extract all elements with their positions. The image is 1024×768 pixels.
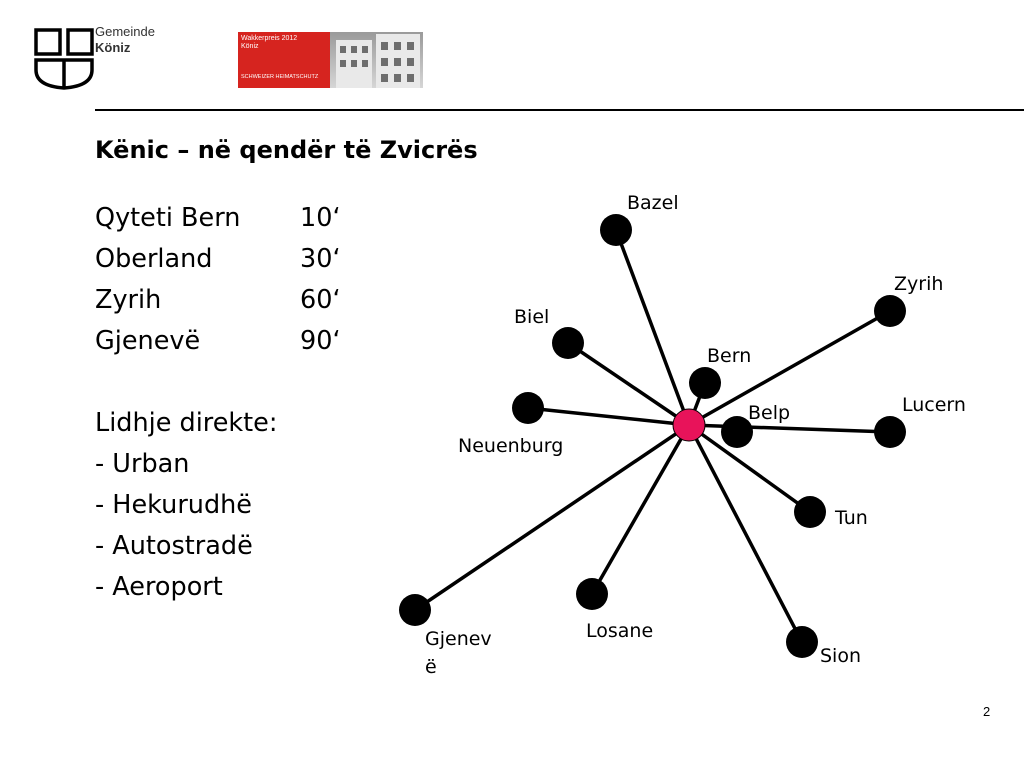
award-building-photo <box>330 32 423 88</box>
connection-item: - Aeroport <box>95 572 223 602</box>
node-bern <box>689 367 721 399</box>
spoke-line <box>590 423 691 596</box>
node-sion <box>786 626 818 658</box>
travel-place: Oberland <box>95 244 213 274</box>
node-gjeneve <box>399 594 431 626</box>
node-label-gjeneve: Gjenev <box>425 628 492 650</box>
node-zyrih <box>874 295 906 327</box>
node-label-belp: Belp <box>748 402 790 424</box>
award-place: Köniz <box>241 43 259 50</box>
award-organization: SCHWEIZER HEIMATSCHUTZ <box>241 74 319 80</box>
travel-minutes: 90‘ <box>300 326 341 356</box>
slide-title: Kënic – në qendër të Zvicrës <box>95 136 478 164</box>
spoke-line <box>526 406 691 427</box>
node-label-lucern: Lucern <box>902 394 966 416</box>
travel-minutes: 60‘ <box>300 285 341 315</box>
logo-wordmark: Gemeinde Köniz <box>95 24 155 56</box>
node-biel <box>552 327 584 359</box>
connection-item: - Urban <box>95 449 190 479</box>
spoke-line <box>687 423 812 514</box>
header-divider <box>95 109 1024 111</box>
travel-minutes: 30‘ <box>300 244 341 274</box>
direct-connections-list: Lidhje direkte: - Urban - Hekurudhë - Au… <box>95 408 277 613</box>
node-label-zyrih: Zyrih <box>894 273 943 295</box>
award-title: Wakkerpreis 2012 <box>241 35 298 42</box>
travel-place: Gjenevë <box>95 326 201 356</box>
node-label-bazel: Bazel <box>627 192 679 214</box>
page-number: 2 <box>983 704 991 719</box>
spoke-line <box>687 423 804 644</box>
connections-heading: Lidhje direkte: <box>95 408 278 438</box>
node-tun <box>794 496 826 528</box>
connection-item: - Hekurudhë <box>95 490 252 520</box>
node-bazel <box>600 214 632 246</box>
connections-hub-diagram: Bazel Zyrih Biel Bern Lucern Belp Neuenb… <box>399 192 966 678</box>
node-label-tun: Tun <box>834 507 868 529</box>
node-neuenburg <box>512 392 544 424</box>
node-label-biel: Biel <box>514 306 549 328</box>
travel-minutes: 10‘ <box>300 203 341 233</box>
node-losane <box>576 578 608 610</box>
node-label-bern: Bern <box>707 345 751 367</box>
node-label-neuenburg: Neuenburg <box>458 435 563 457</box>
wakkerpreis-award-badge: Wakkerpreis 2012 Köniz SCHWEIZER HEIMATS… <box>238 32 423 88</box>
spoke-line <box>687 423 892 434</box>
spoke-line <box>687 309 892 427</box>
node-label-losane: Losane <box>586 620 653 642</box>
spoke-line <box>614 228 691 427</box>
hub-node-koniz <box>672 408 706 442</box>
logo-line-koniz: Köniz <box>95 40 131 55</box>
node-belp <box>721 416 753 448</box>
node-label-gjeneve-cont: ë <box>425 656 437 678</box>
travel-place: Zyrih <box>95 285 162 315</box>
logo-line-gemeinde: Gemeinde <box>95 24 155 39</box>
travel-place: Qyteti Bern <box>95 203 241 233</box>
award-red-panel: Wakkerpreis 2012 Köniz SCHWEIZER HEIMATS… <box>238 32 330 88</box>
node-label-sion: Sion <box>820 645 861 667</box>
connection-item: - Autostradë <box>95 531 253 561</box>
koniz-coat-of-arms-logo <box>34 28 94 90</box>
spoke-line <box>566 341 691 427</box>
spoke-line <box>413 423 691 612</box>
node-lucern <box>874 416 906 448</box>
